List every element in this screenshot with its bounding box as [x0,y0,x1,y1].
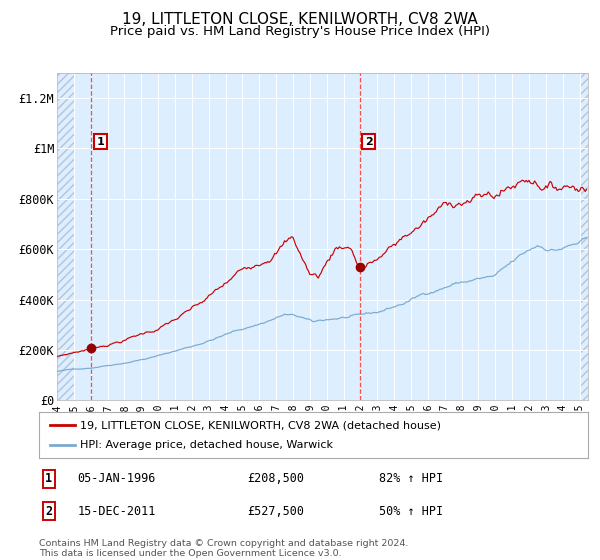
Text: 05-JAN-1996: 05-JAN-1996 [77,472,156,486]
Bar [580,73,588,400]
Text: 82% ↑ HPI: 82% ↑ HPI [379,472,443,486]
Text: 2: 2 [46,505,52,517]
Text: £208,500: £208,500 [248,472,305,486]
Text: 50% ↑ HPI: 50% ↑ HPI [379,505,443,517]
Text: 1: 1 [46,472,52,486]
Text: 1: 1 [97,137,104,147]
Text: 19, LITTLETON CLOSE, KENILWORTH, CV8 2WA: 19, LITTLETON CLOSE, KENILWORTH, CV8 2WA [122,12,478,27]
Text: Contains HM Land Registry data © Crown copyright and database right 2024.
This d: Contains HM Land Registry data © Crown c… [39,539,409,558]
Text: 15-DEC-2011: 15-DEC-2011 [77,505,156,517]
Text: 2: 2 [365,137,373,147]
Text: HPI: Average price, detached house, Warwick: HPI: Average price, detached house, Warw… [80,440,333,450]
Text: Price paid vs. HM Land Registry's House Price Index (HPI): Price paid vs. HM Land Registry's House … [110,25,490,38]
Text: 19, LITTLETON CLOSE, KENILWORTH, CV8 2WA (detached house): 19, LITTLETON CLOSE, KENILWORTH, CV8 2WA… [80,420,441,430]
Bar [57,73,74,400]
Text: £527,500: £527,500 [248,505,305,517]
